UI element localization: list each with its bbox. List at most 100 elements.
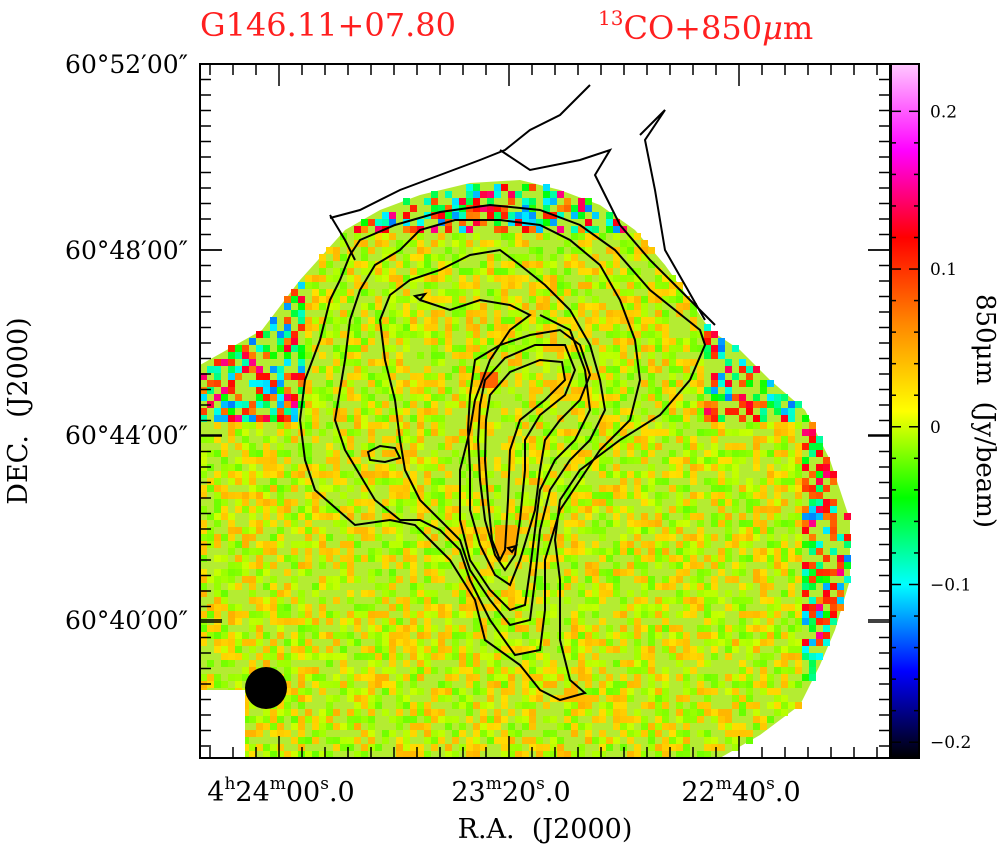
heatmap-pixel	[389, 233, 396, 240]
heatmap-pixel	[718, 681, 725, 688]
heatmap-pixel	[424, 366, 431, 373]
heatmap-pixel	[725, 639, 732, 646]
heatmap-pixel	[466, 597, 473, 604]
heatmap-pixel	[347, 737, 354, 744]
heatmap-pixel	[333, 450, 340, 457]
heatmap-pixel	[655, 695, 662, 702]
heatmap-pixel	[480, 471, 487, 478]
heatmap-pixel	[361, 513, 368, 520]
heatmap-pixel	[760, 380, 767, 387]
heatmap-pixel	[669, 338, 676, 345]
heatmap-pixel	[760, 485, 767, 492]
heatmap-pixel	[823, 457, 830, 464]
heatmap-pixel	[361, 730, 368, 737]
heatmap-pixel	[536, 583, 543, 590]
heatmap-pixel	[256, 387, 263, 394]
heatmap-pixel	[620, 639, 627, 646]
heatmap-pixel	[347, 436, 354, 443]
heatmap-pixel	[445, 723, 452, 730]
heatmap-pixel	[613, 548, 620, 555]
heatmap-pixel	[585, 422, 592, 429]
heatmap-pixel	[459, 583, 466, 590]
heatmap-pixel	[774, 660, 781, 667]
heatmap-pixel	[326, 485, 333, 492]
heatmap-pixel	[529, 639, 536, 646]
heatmap-pixel	[564, 534, 571, 541]
heatmap-pixel	[277, 527, 284, 534]
heatmap-pixel	[354, 373, 361, 380]
heatmap-pixel	[557, 373, 564, 380]
heatmap-pixel	[333, 632, 340, 639]
heatmap-pixel	[676, 555, 683, 562]
heatmap-pixel	[564, 471, 571, 478]
heatmap-pixel	[718, 632, 725, 639]
heatmap-pixel	[522, 212, 529, 219]
heatmap-pixel	[473, 450, 480, 457]
heatmap-pixel	[641, 443, 648, 450]
heatmap-pixel	[585, 457, 592, 464]
heatmap-pixel	[228, 387, 235, 394]
heatmap-pixel	[732, 576, 739, 583]
heatmap-pixel	[438, 716, 445, 723]
heatmap-pixel	[578, 751, 585, 758]
heatmap-pixel	[655, 730, 662, 737]
heatmap-pixel	[333, 723, 340, 730]
heatmap-pixel	[494, 401, 501, 408]
heatmap-pixel	[438, 737, 445, 744]
heatmap-pixel	[690, 471, 697, 478]
heatmap-pixel	[389, 317, 396, 324]
heatmap-pixel	[305, 709, 312, 716]
heatmap-pixel	[662, 751, 669, 758]
heatmap-pixel	[536, 415, 543, 422]
heatmap-pixel	[536, 639, 543, 646]
heatmap-pixel	[235, 527, 242, 534]
heatmap-pixel	[592, 324, 599, 331]
heatmap-pixel	[424, 373, 431, 380]
heatmap-pixel	[508, 674, 515, 681]
heatmap-pixel	[410, 205, 417, 212]
heatmap-pixel	[487, 695, 494, 702]
heatmap-pixel	[298, 604, 305, 611]
heatmap-pixel	[361, 443, 368, 450]
heatmap-pixel	[564, 646, 571, 653]
heatmap-pixel	[683, 674, 690, 681]
heatmap-pixel	[711, 737, 718, 744]
heatmap-pixel	[655, 275, 662, 282]
heatmap-pixel	[235, 345, 242, 352]
heatmap-pixel	[816, 443, 823, 450]
heatmap-pixel	[396, 478, 403, 485]
heatmap-pixel	[648, 583, 655, 590]
heatmap-pixel	[396, 443, 403, 450]
heatmap-pixel	[459, 310, 466, 317]
heatmap-pixel	[361, 555, 368, 562]
heatmap-pixel	[732, 464, 739, 471]
heatmap-pixel	[676, 303, 683, 310]
heatmap-pixel	[683, 653, 690, 660]
heatmap-pixel	[403, 737, 410, 744]
heatmap-pixel	[536, 387, 543, 394]
heatmap-pixel	[571, 520, 578, 527]
heatmap-pixel	[277, 744, 284, 751]
heatmap-pixel	[753, 450, 760, 457]
heatmap-pixel	[333, 289, 340, 296]
heatmap-pixel	[641, 254, 648, 261]
heatmap-pixel	[417, 485, 424, 492]
heatmap-pixel	[312, 275, 319, 282]
heatmap-pixel	[683, 709, 690, 716]
heatmap-pixel	[802, 464, 809, 471]
heatmap-pixel	[655, 331, 662, 338]
heatmap-pixel	[445, 471, 452, 478]
heatmap-pixel	[774, 492, 781, 499]
heatmap-pixel	[669, 646, 676, 653]
heatmap-pixel	[333, 401, 340, 408]
heatmap-pixel	[214, 576, 221, 583]
heatmap-pixel	[340, 380, 347, 387]
heatmap-pixel	[613, 450, 620, 457]
heatmap-pixel	[592, 401, 599, 408]
heatmap-pixel	[347, 681, 354, 688]
heatmap-pixel	[648, 380, 655, 387]
heatmap-pixel	[214, 499, 221, 506]
heatmap-pixel	[263, 548, 270, 555]
heatmap-pixel	[550, 338, 557, 345]
heatmap-pixel	[781, 618, 788, 625]
